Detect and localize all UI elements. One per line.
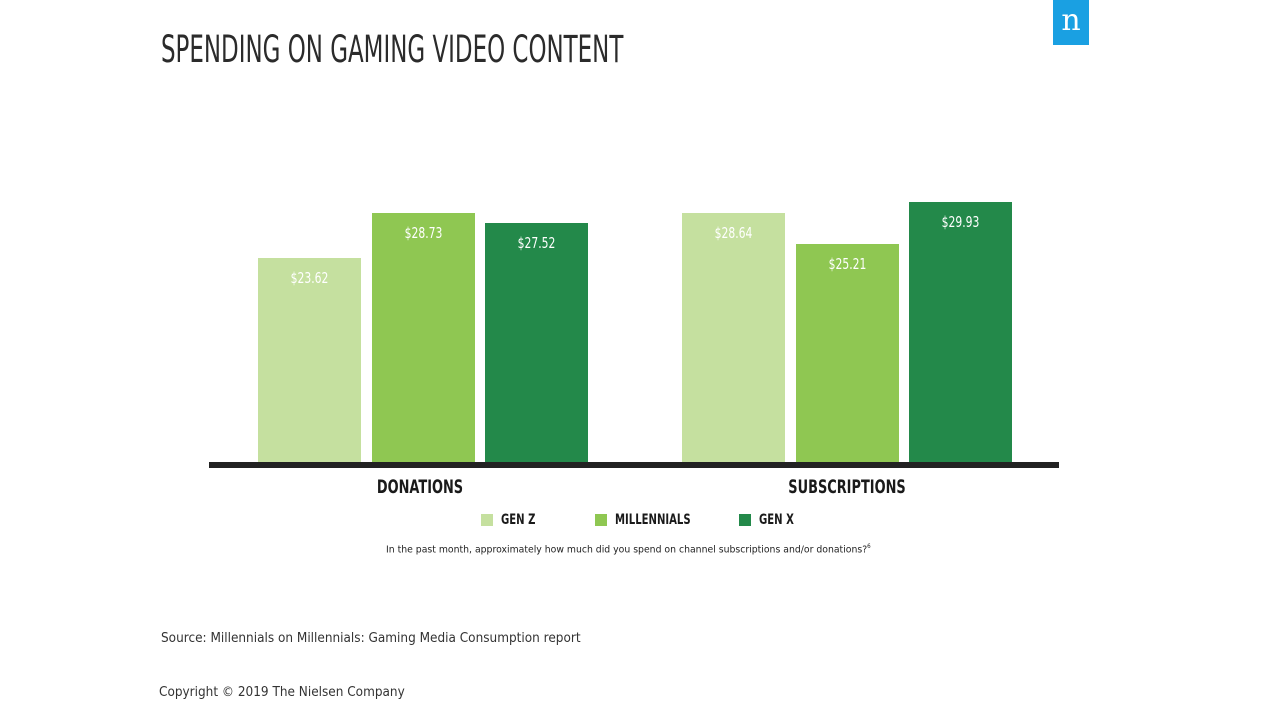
bar-value-label: $28.64 (714, 224, 753, 242)
legend-item-gen-x: GEN X (739, 512, 807, 528)
bar-value-label: $27.52 (517, 234, 556, 252)
bar-chart: $23.62 $28.73 $27.52 $28.64 $25.21 $29.93 (258, 202, 1012, 462)
legend-label: MILLENNIALS (615, 512, 691, 528)
footnote-marker: 6 (867, 543, 871, 550)
bar-donations-millennials: $28.73 (371, 213, 475, 462)
bar-value-label: $28.73 (404, 224, 442, 242)
legend-item-millennials: MILLENNIALS (595, 512, 720, 528)
bar-subscriptions-gen-x: $29.93 (909, 202, 1012, 462)
bar-subscriptions-gen-z: $28.64 (682, 213, 785, 462)
legend-label: GEN Z (501, 512, 536, 528)
bar-subscriptions-millennials: $25.21 (795, 244, 899, 462)
source-note: Source: Millennials on Millennials: Gami… (161, 631, 581, 646)
x-axis-line (209, 462, 1059, 468)
category-label-subscriptions: SUBSCRIPTIONS (788, 476, 906, 498)
survey-question-text: In the past month, approximately how muc… (386, 544, 868, 556)
nielsen-logo-icon: n (1053, 0, 1089, 45)
bar-value-label: $29.93 (941, 213, 980, 231)
legend-swatch-gen-x (739, 514, 751, 526)
legend-label: GEN X (759, 512, 794, 528)
chart-legend: GEN Z MILLENNIALS GEN X (0, 512, 1280, 530)
bar-donations-gen-x: $27.52 (485, 223, 588, 462)
category-label-donations: DONATIONS (376, 476, 464, 498)
bar-value-label: $25.21 (828, 255, 866, 273)
legend-swatch-gen-z (481, 514, 493, 526)
survey-question: In the past month, approximately how muc… (386, 543, 871, 556)
legend-item-gen-z: GEN Z (481, 512, 549, 528)
copyright-note: Copyright © 2019 The Nielsen Company (159, 685, 405, 700)
legend-swatch-millennials (595, 514, 607, 526)
bar-value-label: $23.62 (290, 269, 329, 287)
bar-donations-gen-z: $23.62 (258, 258, 361, 462)
page-title: SPENDING ON GAMING VIDEO CONTENT (161, 28, 624, 71)
